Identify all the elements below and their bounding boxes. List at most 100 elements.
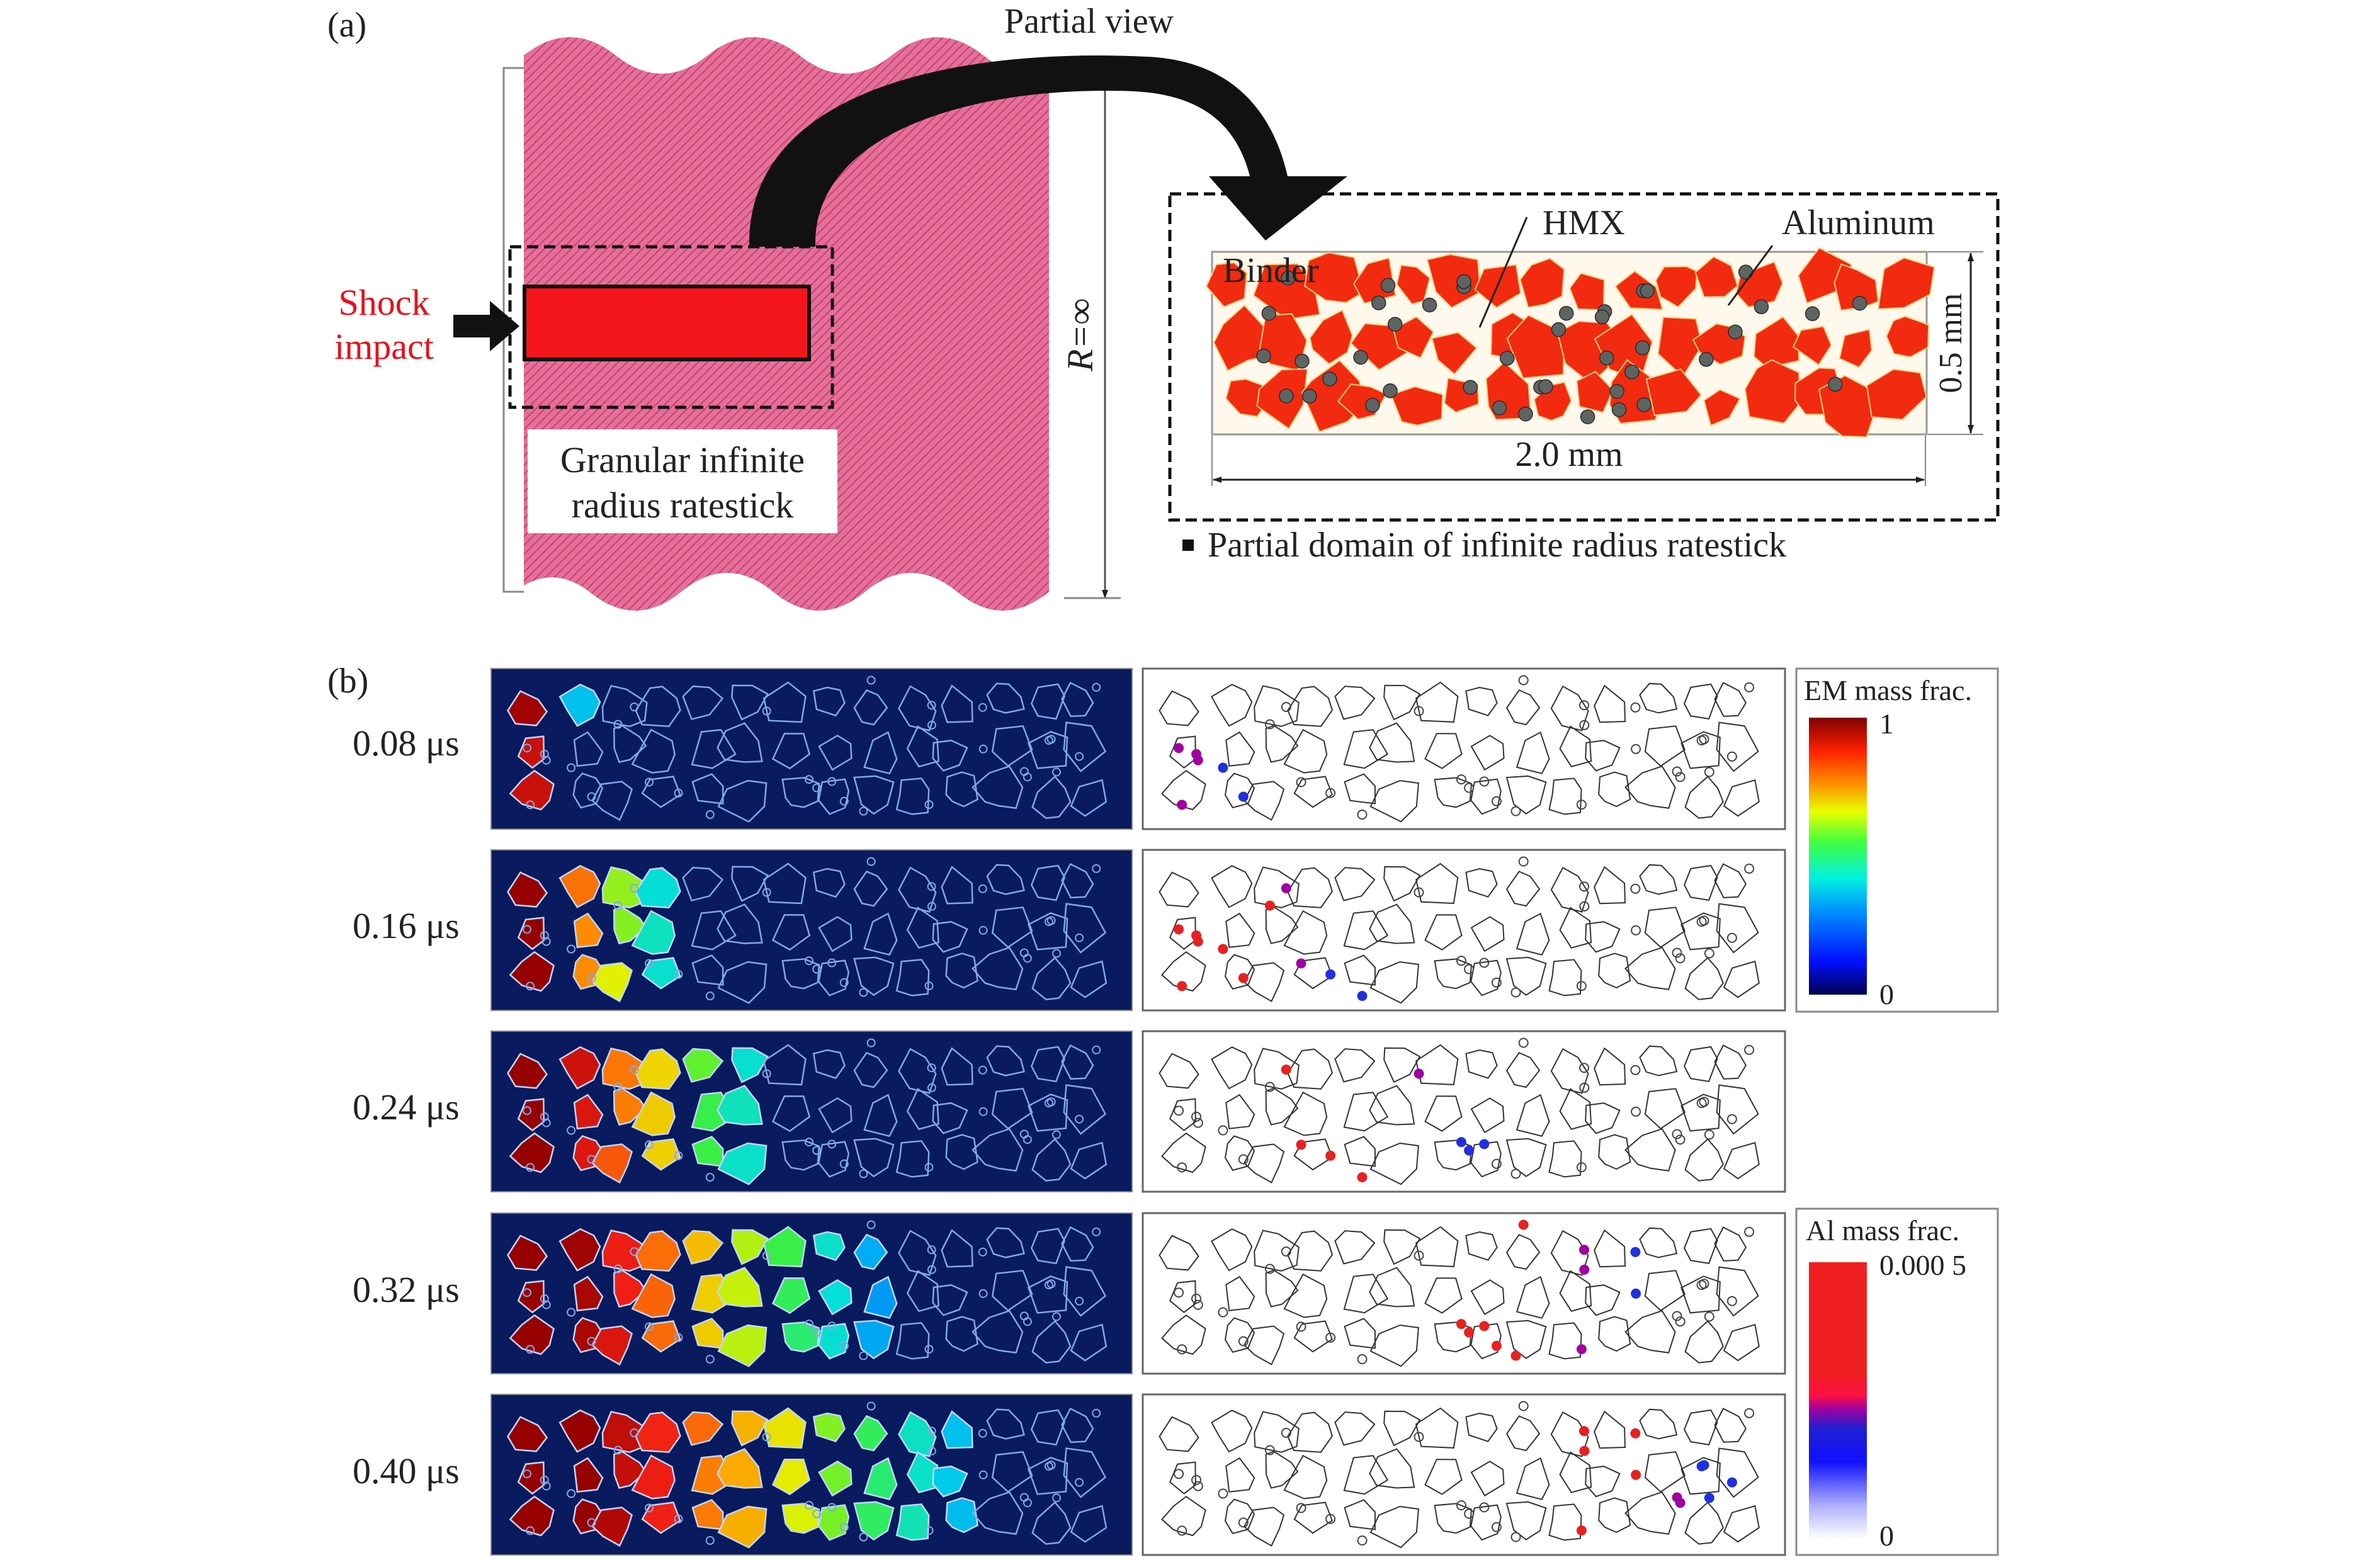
em-al-particle <box>540 1475 549 1484</box>
al-grain <box>1639 864 1678 895</box>
em-al-particle <box>674 1514 683 1523</box>
al-grain <box>1243 781 1285 821</box>
em-grain <box>812 686 846 717</box>
al-particle <box>1479 1139 1490 1150</box>
al-grain <box>1287 686 1334 727</box>
al-grain <box>1714 863 1747 898</box>
aluminum-particle <box>1322 371 1337 387</box>
al-grain <box>1624 1128 1676 1172</box>
al-grain <box>1254 1411 1300 1453</box>
aluminum-particle <box>1365 397 1380 413</box>
em-al-particle <box>839 1522 849 1532</box>
em-grain <box>631 910 676 955</box>
al-particle <box>1325 1150 1336 1161</box>
aluminum-particle <box>1611 402 1627 417</box>
em-al-particle <box>762 1069 771 1078</box>
em-grain <box>591 962 633 1003</box>
em-al-particle <box>1044 917 1053 927</box>
em-grain <box>898 866 937 913</box>
al-particle <box>1177 800 1187 810</box>
al-grain <box>1680 731 1721 769</box>
hmx-crystal <box>1390 386 1444 426</box>
al-particle <box>1479 1321 1490 1331</box>
em-al-particle <box>674 1151 683 1160</box>
em-grain <box>635 686 681 727</box>
shock-region-bar <box>523 285 811 361</box>
em-al-particle <box>1052 767 1061 777</box>
em-grain <box>818 1460 853 1497</box>
al-grain <box>1624 947 1676 990</box>
al-grain <box>1334 1048 1376 1083</box>
al-grain <box>1585 1102 1621 1134</box>
al-grain <box>1369 1505 1419 1549</box>
em-al-particle <box>540 1294 549 1303</box>
shock-label-line2: impact <box>334 326 434 367</box>
al-grain <box>1598 1134 1631 1170</box>
al-grain <box>1287 867 1334 908</box>
al-particle <box>1510 806 1521 817</box>
em-grain <box>771 1277 811 1314</box>
em-grain <box>853 1051 888 1088</box>
aluminum-particle <box>1580 409 1595 424</box>
em-grain <box>817 778 850 815</box>
al-grain <box>1470 916 1505 952</box>
em-grain <box>1061 1226 1094 1262</box>
em-al-particle <box>587 1518 596 1527</box>
em-grain <box>762 862 807 905</box>
al-particle <box>1456 1319 1466 1330</box>
al-particle <box>1296 1321 1306 1332</box>
al-particle <box>1491 1158 1502 1169</box>
em-al-particle <box>859 806 868 816</box>
binder-label: Binder <box>1223 251 1319 290</box>
em-grain <box>631 728 676 774</box>
hmx-crystal <box>1426 254 1482 308</box>
al-grain <box>1516 1094 1550 1137</box>
em-al-particle <box>978 1247 987 1257</box>
al-particle <box>1510 1350 1521 1361</box>
em-grain <box>991 725 1033 767</box>
al-grain <box>1224 772 1255 809</box>
hmx-crystal <box>1301 359 1368 432</box>
al-grain <box>1243 1143 1285 1184</box>
em-legend-max: 1 <box>1879 708 1894 740</box>
em-grain <box>762 1407 807 1449</box>
al-grain <box>1585 1284 1621 1316</box>
em-al-particle <box>805 1320 813 1329</box>
em-al-particle <box>1092 1227 1101 1236</box>
al-particle <box>1631 1106 1641 1117</box>
al-grain <box>1224 1317 1255 1354</box>
al-grain <box>1470 1323 1502 1360</box>
em-grain <box>853 1501 895 1541</box>
em-grain <box>818 1097 853 1134</box>
em-grain <box>635 867 681 908</box>
em-grain <box>1027 1094 1068 1132</box>
aluminum-particle <box>1256 348 1271 364</box>
al-grain <box>1505 1138 1547 1177</box>
em-al-particle <box>866 857 876 866</box>
al-grain <box>1424 733 1463 769</box>
em-al-particle <box>812 1509 822 1518</box>
em-grain <box>1070 960 1108 998</box>
al-particle <box>1630 1065 1641 1075</box>
aluminum-particle <box>1380 278 1396 293</box>
em-grain <box>682 866 724 902</box>
al-particle <box>1193 1299 1203 1310</box>
shock-label-line1: Shock <box>339 282 430 323</box>
al-grain <box>1550 866 1589 913</box>
em-al-particle <box>927 1446 936 1455</box>
em-al-particle <box>526 1345 535 1354</box>
em-al-particle <box>567 763 576 772</box>
al-particle <box>1675 953 1686 964</box>
em-grain <box>986 682 1025 714</box>
em-grain <box>945 1134 978 1170</box>
em-grain <box>898 685 937 732</box>
em-grain <box>573 1457 604 1493</box>
em-al-particle <box>859 988 868 997</box>
em-al-particle <box>645 1503 654 1513</box>
al-grain <box>1211 1228 1253 1272</box>
al-particle <box>1357 810 1368 820</box>
em-al-particle <box>927 902 936 911</box>
al-grain <box>1225 1275 1255 1311</box>
em-grain <box>853 1320 895 1360</box>
al-grain <box>1254 685 1300 727</box>
